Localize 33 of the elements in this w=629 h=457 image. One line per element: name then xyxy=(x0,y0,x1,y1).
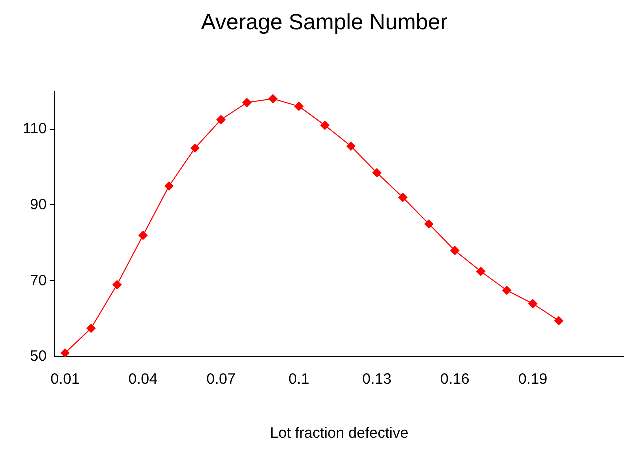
point xyxy=(268,94,278,104)
point xyxy=(138,231,148,240)
y-tick-label: 70 xyxy=(30,272,47,290)
point xyxy=(424,220,434,229)
point xyxy=(190,144,200,153)
point xyxy=(372,168,382,178)
x-tick-label: 0.07 xyxy=(206,371,236,388)
point xyxy=(112,280,122,290)
point xyxy=(346,142,356,151)
x-tick-label: 0.04 xyxy=(128,371,158,388)
point xyxy=(242,98,252,108)
x-tick-label: 0.01 xyxy=(50,371,80,388)
chart-title: Average Sample Number xyxy=(201,9,448,34)
x-tick-label: 0.16 xyxy=(440,371,470,388)
point xyxy=(528,299,538,308)
point xyxy=(86,324,96,334)
x-tick-label: 0.1 xyxy=(288,371,310,388)
point xyxy=(502,286,512,296)
x-tick-label: 0.19 xyxy=(518,371,548,388)
point xyxy=(320,121,330,130)
point xyxy=(398,193,408,202)
point xyxy=(554,316,564,326)
point xyxy=(216,115,226,124)
point xyxy=(476,267,486,276)
y-tick-label: 90 xyxy=(30,196,47,214)
point xyxy=(60,348,70,357)
point xyxy=(450,246,460,256)
y-tick-label: 110 xyxy=(22,120,47,138)
point xyxy=(294,102,304,112)
y-tick-label: 50 xyxy=(30,348,47,366)
x-axis-title: Lot fraction defective xyxy=(270,425,409,442)
point xyxy=(164,182,174,191)
x-tick-label: 0.13 xyxy=(362,371,392,388)
